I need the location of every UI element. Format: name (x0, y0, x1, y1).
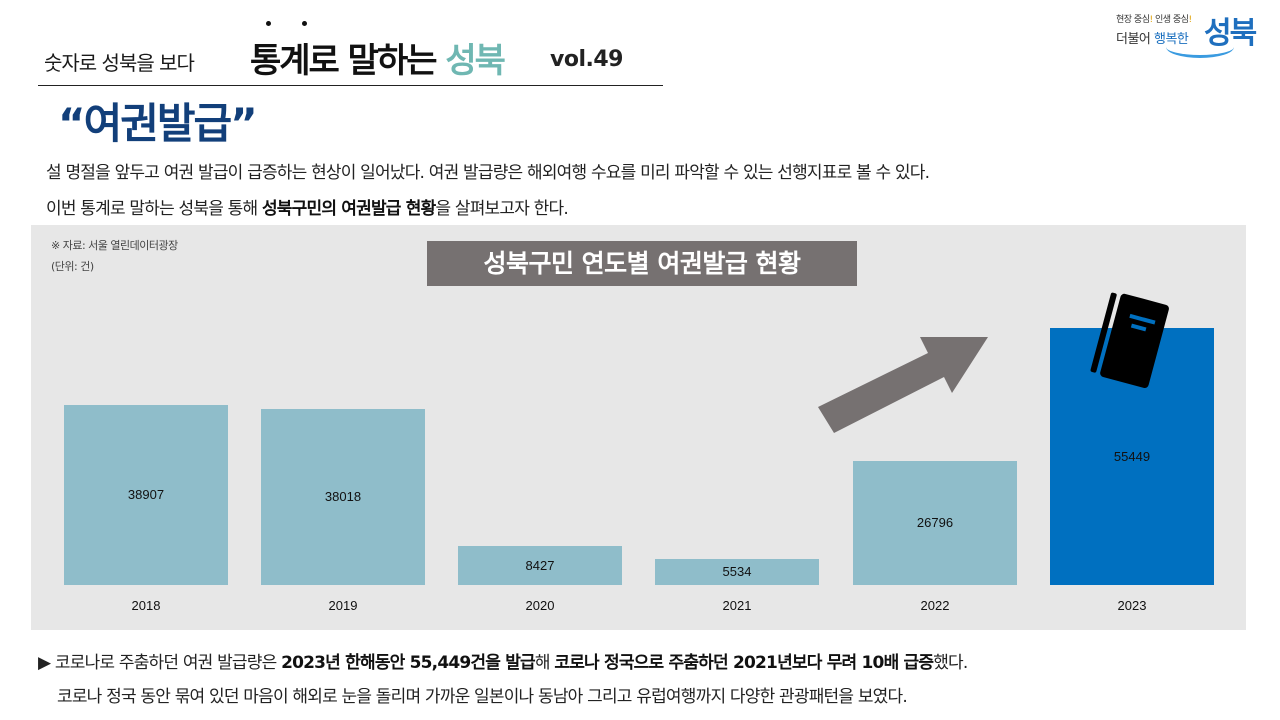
series-title-main: 통계로 말하는 (250, 41, 438, 81)
bar-2019: 38018 (261, 409, 425, 585)
series-subtitle: 숫자로 성북을 보다 (44, 51, 195, 75)
x-axis-label: 2023 (1117, 598, 1147, 613)
logo-prefix-1: 더불어 (1116, 32, 1155, 47)
bar-value-label: 8427 (525, 557, 555, 573)
x-axis-label: 2022 (920, 598, 950, 613)
intro-text: 을 살펴보고자 한다. (435, 199, 568, 219)
bar-value-label: 55449 (1113, 448, 1151, 464)
bar-value-label: 26796 (916, 515, 954, 530)
x-axis-label: 2020 (525, 598, 555, 613)
summary-text: 코로나로 주춤하던 여권 발급량은 (50, 653, 282, 673)
chart-title: 성북구민 연도별 여권발급 현황 (427, 241, 857, 286)
bar-2022: 26796 (853, 461, 1017, 585)
intro-line-2: 이번 통계로 말하는 성북을 통해 성북구민의 여권발급 현황을 살펴보고자 한… (46, 194, 569, 219)
emphasis-dot (302, 21, 307, 26)
slogan-mark: ! (1149, 15, 1153, 25)
chart-unit: (단위: 건) (51, 260, 94, 273)
bullet-triangle-icon: ▶ (38, 653, 51, 673)
header-divider (38, 85, 663, 86)
slogan-part: 인생 중심 (1152, 15, 1189, 25)
bar-2018: 38907 (64, 405, 228, 585)
summary-emphasis: 2023년 한해동안 55,449건을 발급 (281, 653, 536, 673)
slogan-part: 현장 중심 (1116, 15, 1150, 25)
intro-line-1: 설 명절을 앞두고 여권 발급이 급증하는 현상이 일어났다. 여권 발급량은 … (46, 163, 930, 183)
chart-panel (31, 225, 1246, 630)
intro-emphasis: 성북구민의 여권발급 현황 (261, 199, 436, 219)
passport-book-icon (1090, 292, 1169, 389)
seongbuk-logo: 현장 중심! 인생 중심! 더불어 행복한 성북 (1112, 8, 1280, 64)
series-title-accent: 성북 (445, 41, 506, 81)
logo-slogan: 현장 중심! 인생 중심! (1116, 12, 1192, 25)
x-axis-label: 2019 (328, 598, 358, 613)
bar-2020: 8427 (458, 546, 622, 585)
slogan-mark: ! (1188, 15, 1192, 25)
chart-source: ※ 자료: 서울 열린데이터광장 (51, 239, 178, 252)
x-axis-label: 2021 (722, 598, 752, 613)
emphasis-dot (266, 21, 271, 26)
summary-text: 해 (534, 653, 555, 673)
intro-text: 이번 통계로 말하는 성북을 통해 (46, 199, 262, 219)
logo-smile-icon (1166, 36, 1234, 58)
topic-title: “여권발급” (58, 99, 258, 148)
bar-value-label: 38018 (324, 489, 362, 504)
volume-number: vol.49 (550, 47, 623, 72)
trend-up-arrow-icon (818, 337, 988, 433)
bar-value-label: 38907 (127, 487, 165, 502)
summary-emphasis: 코로나 정국으로 주춤하던 2021년보다 무려 10배 급증 (554, 653, 934, 673)
summary-text: 했다. (933, 653, 968, 673)
summary-line-2: 코로나 정국 동안 묶여 있던 마음이 해외로 눈을 돌리며 가까운 일본이나 … (57, 687, 908, 707)
bar-value-label: 5534 (722, 564, 752, 579)
x-axis-label: 2018 (131, 598, 161, 613)
summary-line-1: ▶ 코로나로 주춤하던 여권 발급량은 2023년 한해동안 55,449건을 … (38, 648, 968, 673)
bar-2021: 5534 (655, 559, 819, 585)
series-title: 통계로 말하는 성북 (250, 33, 506, 82)
